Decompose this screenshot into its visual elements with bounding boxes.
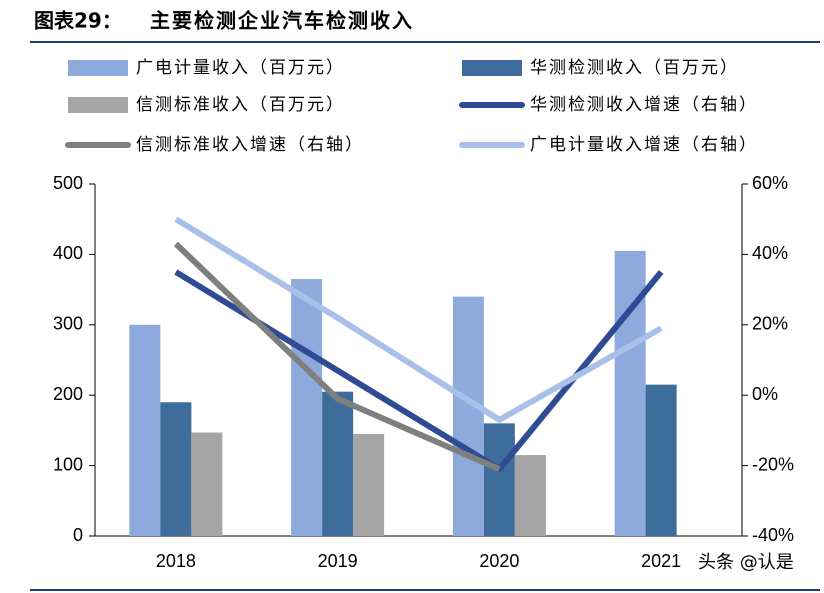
y-tick-label: 400: [53, 243, 83, 263]
bar: [129, 324, 161, 536]
legend-label: 信测标准收入（百万元）: [136, 95, 345, 115]
bar: [353, 433, 385, 536]
y2-tick-label: 0%: [752, 384, 778, 404]
legend-swatch: [462, 60, 522, 76]
x-tick-label: 2021: [641, 551, 681, 571]
bar: [191, 432, 223, 536]
line: [173, 241, 501, 472]
x-tick-label: 2018: [156, 551, 196, 571]
watermark: 头条 @认是: [698, 552, 794, 573]
bar: [160, 402, 192, 536]
y2-tick-label: 60%: [752, 173, 788, 193]
y2-tick-label: -40%: [752, 525, 794, 545]
bar: [514, 455, 546, 536]
legend-label: 广电计量收入（百万元）: [136, 58, 345, 78]
y-tick-label: 0: [73, 525, 83, 545]
legend-label: 华测检测收入增速（右轴）: [530, 95, 758, 115]
legend-swatch: [68, 60, 128, 76]
legend-label: 广电计量收入增速（右轴）: [530, 135, 758, 155]
y2-tick-label: -20%: [752, 454, 794, 474]
y2-tick-label: 40%: [752, 243, 788, 263]
bar: [483, 423, 515, 536]
bar: [645, 384, 677, 536]
y-tick-label: 200: [53, 384, 83, 404]
bar: [291, 279, 323, 536]
legend-label: 华测检测收入（百万元）: [530, 58, 739, 78]
y-tick-label: 300: [53, 314, 83, 334]
bar: [322, 391, 354, 536]
line: [174, 216, 663, 423]
chart-title: 主要检测企业汽车检测收入: [150, 9, 414, 33]
y-tick-label: 100: [53, 454, 83, 474]
y2-tick-label: 20%: [752, 314, 788, 334]
chart-title-label: 图表29：: [34, 9, 122, 33]
legend-swatch: [68, 97, 128, 113]
y-tick-label: 500: [53, 173, 83, 193]
bar: [452, 296, 484, 536]
x-tick-label: 2020: [479, 551, 519, 571]
x-tick-label: 2019: [318, 551, 358, 571]
legend-label: 信测标准收入增速（右轴）: [136, 135, 364, 155]
